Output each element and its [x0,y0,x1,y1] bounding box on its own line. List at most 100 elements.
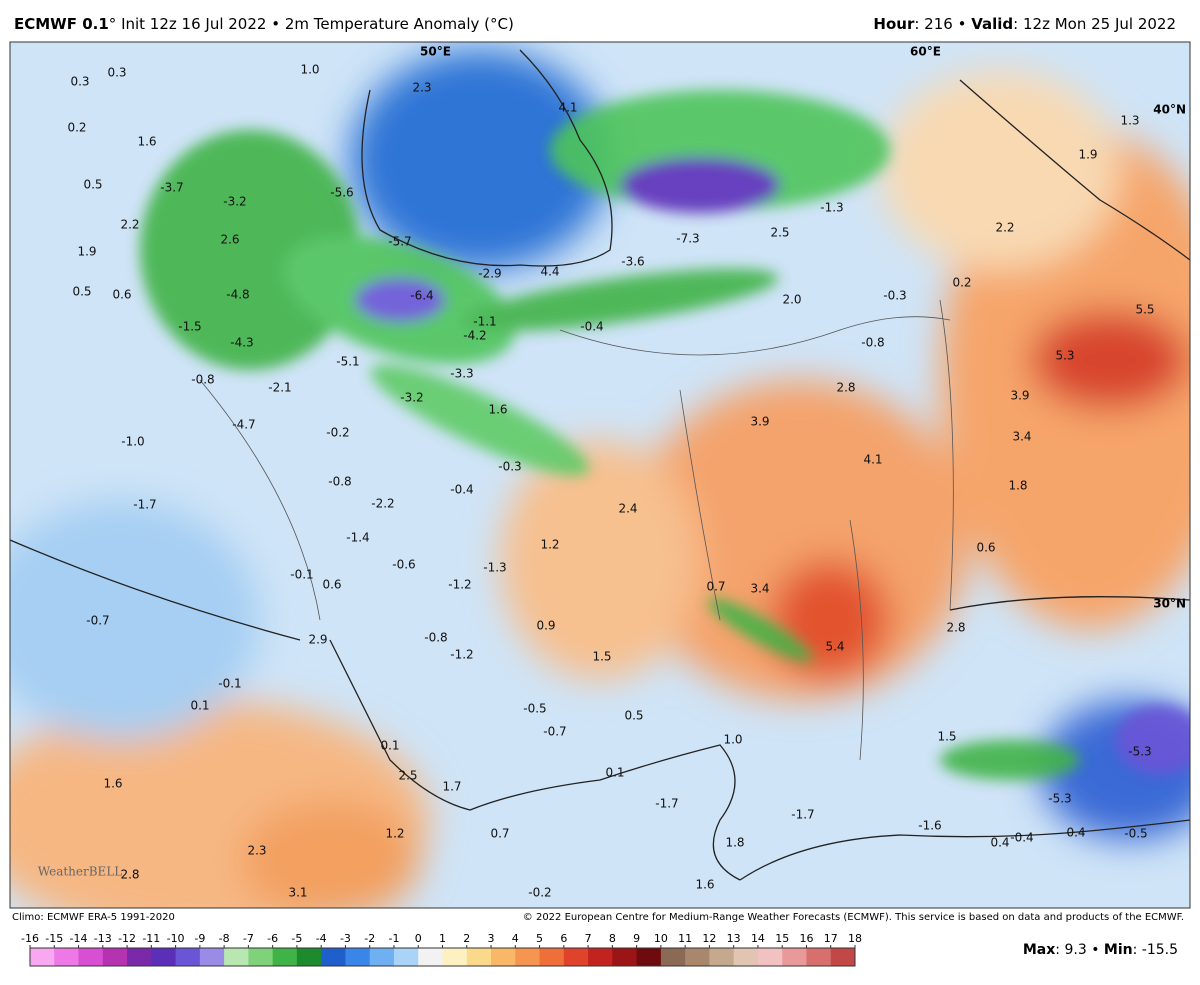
value-label: 0.7 [706,580,725,594]
colorbar-segment [418,948,443,966]
value-label: -0.2 [528,886,551,900]
value-label: 1.6 [488,403,507,417]
colorbar-tick-label: 3 [488,932,495,945]
value-label: 1.6 [137,135,156,149]
colorbar-segment [224,948,249,966]
anomaly-field [10,42,1190,908]
copyright: © 2022 European Centre for Medium-Range … [523,912,1184,923]
colorbar: -16 -15 -14 -13 -12 -11 -10 -9 -8 -7 -6 -5 -4 -3 -2 -1 0… [21,932,862,967]
value-label: 1.9 [77,245,96,259]
value-label: -5.6 [330,186,353,200]
value-label: -3.6 [621,255,644,269]
colorbar-tick-label: -13 [94,932,112,945]
colorbar-tick-label: 9 [633,932,640,945]
colorbar-tick-label: 12 [702,932,716,945]
value-label: -0.3 [498,460,521,474]
value-label: 3.4 [750,582,769,596]
colorbar-tick-label: 17 [824,932,838,945]
value-label: -1.3 [820,201,843,215]
value-label: 1.5 [592,650,611,664]
colorbar-tick-label: 11 [678,932,692,945]
colorbar-segment [685,948,710,966]
colorbar-segment [733,948,759,966]
value-label: -1.2 [448,578,471,592]
value-label: 2.6 [220,233,239,247]
value-label: 5.4 [825,640,844,654]
value-label: 0.7 [490,827,509,841]
value-label: 2.8 [120,868,139,882]
value-label: -0.1 [290,568,313,582]
value-label: -0.4 [580,320,603,334]
value-label: -4.7 [232,418,255,432]
value-label: 0.3 [107,66,126,80]
colorbar-tick-label: 2 [463,932,470,945]
colorbar-tick-label: -14 [70,932,88,945]
admin-lines [199,299,954,761]
colorbar-segment [660,948,686,966]
colorbar-segment [709,948,735,966]
colorbar-tick-label: -16 [21,932,39,945]
value-label: -0.2 [326,426,349,440]
value-label: -0.5 [523,702,546,716]
lat-label: 40°N [1153,103,1186,117]
value-label: -3.3 [450,367,473,381]
value-label: -1.3 [483,561,506,575]
colorbar-segment [491,948,516,966]
colorbar-tick-label: -4 [316,932,327,945]
lon-label: 60°E [910,45,941,59]
value-label: 2.2 [995,221,1014,235]
value-label: 0.9 [536,619,555,633]
value-label: 0.3 [70,75,89,89]
colorbar-segment [515,948,541,966]
colorbar-tick-label: 1 [439,932,446,945]
value-labels: 0.3 0.3 1.0 2.3 4.1 0.2 1.6 1.3 1.9 0.5 -3.7 -3.2 -5… [67,63,1154,900]
colorbar-tick-label: 14 [751,932,765,945]
value-label: 0.4 [1066,826,1085,840]
value-label: 0.6 [112,288,131,302]
colorbar-tick-label: 13 [727,932,741,945]
colorbar-segment [636,948,662,966]
colorbar-tick-label: -11 [142,932,160,945]
value-label: 1.0 [300,63,319,77]
colorbar-tick-label: -12 [118,932,136,945]
colorbar-tick-label: -2 [364,932,375,945]
value-label: -3.2 [223,195,246,209]
colorbar-segment [830,948,856,966]
value-label: 1.2 [540,538,559,552]
colorbar-tick-label: 6 [560,932,567,945]
value-label: 0.6 [322,578,341,592]
borders [10,49,1190,881]
value-label: 2.5 [770,226,789,240]
value-label: -3.2 [400,391,423,405]
colorbar-segment [369,948,395,966]
value-label: 2.8 [836,381,855,395]
value-label: 5.5 [1135,303,1154,317]
value-label: -0.4 [450,483,473,497]
colorbar-segment [588,948,613,966]
value-label: -1.2 [450,648,473,662]
colorbar-tick-label: 16 [799,932,813,945]
colorbar-segment [612,948,638,966]
value-label: -0.7 [86,614,109,628]
value-label: 1.9 [1078,148,1097,162]
value-label: -5.3 [1128,745,1151,759]
value-label: 0.2 [952,276,971,290]
value-label: -0.8 [424,631,447,645]
colorbar-segment [442,948,468,966]
value-label: 0.6 [976,541,995,555]
value-label: 2.8 [946,621,965,635]
map-frame [9,41,1191,909]
value-label: 0.1 [605,766,624,780]
lat-label: 30°N [1153,597,1186,611]
value-label: 0.1 [380,739,399,753]
colorbar-segment [102,948,128,966]
value-label: -0.5 [1124,827,1147,841]
value-label: -5.1 [336,355,359,369]
colorbar-segment [248,948,274,966]
colorbar-tick-label: -9 [194,932,205,945]
value-label: -1.7 [791,808,814,822]
colorbar-tick-label: 7 [585,932,592,945]
colorbar-tick-label: -7 [243,932,254,945]
value-label: -0.7 [543,725,566,739]
